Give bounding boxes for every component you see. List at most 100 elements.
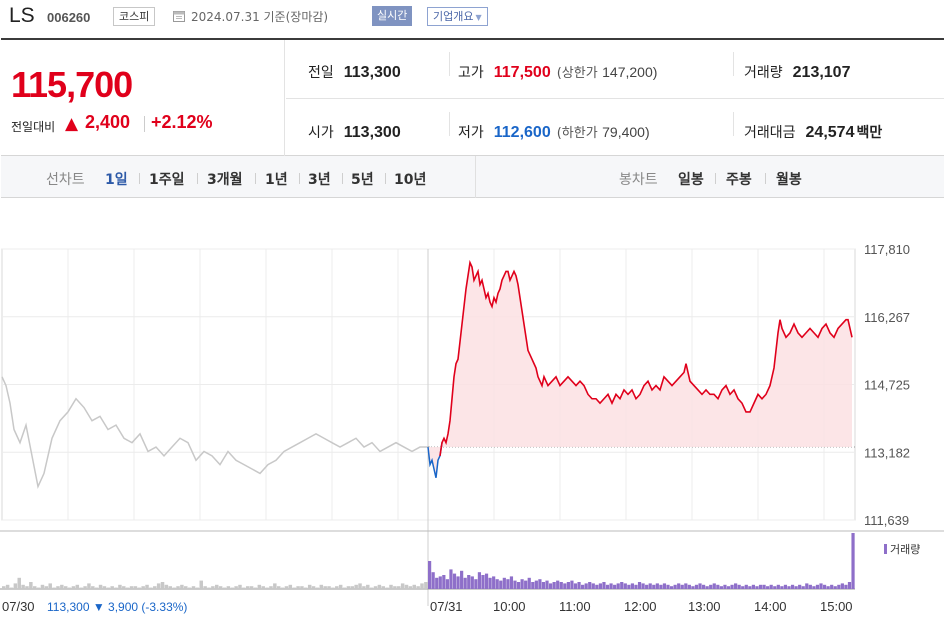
volume-bar-today xyxy=(847,582,852,589)
stock-name: LS xyxy=(9,4,35,27)
volume-bar-prev xyxy=(187,587,192,589)
upper-limit-value: 147,200) xyxy=(602,64,658,80)
volume-bar-today xyxy=(559,582,563,589)
volume-bar-today xyxy=(701,584,706,589)
volume-bar-today xyxy=(662,583,667,589)
volume-bar-today xyxy=(762,584,766,589)
volume-bar-today xyxy=(566,582,570,589)
low-label: 저가 xyxy=(458,125,484,141)
tab-10year[interactable]: 10년 xyxy=(394,172,427,188)
volume-bar-prev xyxy=(199,580,203,589)
volume-bar-prev xyxy=(354,584,358,589)
volume-bar-prev xyxy=(40,584,45,589)
line-chart-title: 선차트 xyxy=(46,172,85,188)
volume-bar-prev xyxy=(203,586,207,589)
high-value: 117,500 xyxy=(493,64,551,81)
volume-bar-prev xyxy=(222,587,227,589)
volume-bar-today xyxy=(755,586,759,589)
volume-bar-prev xyxy=(184,586,188,589)
volume-value: 213,107 xyxy=(792,64,851,81)
volume-bar-today xyxy=(538,579,542,589)
volume-bar-today xyxy=(502,577,506,589)
volume-bar-today xyxy=(687,584,691,589)
volume-bar-today xyxy=(712,583,716,589)
volume-bar-today xyxy=(808,584,812,589)
volume-bar-today xyxy=(520,579,524,589)
tabs-divider xyxy=(475,156,476,198)
volume-bar-today xyxy=(787,586,791,589)
x-tick-label: 10:00 xyxy=(493,599,526,614)
volume-bar-prev xyxy=(288,584,293,589)
tab-3month[interactable]: 3개월 xyxy=(207,172,243,188)
volume-bar-prev xyxy=(307,584,312,589)
tab-separator xyxy=(255,173,256,184)
volume-bar-today xyxy=(630,583,635,589)
volume-bar-prev xyxy=(67,587,72,589)
prev-close-cell: 전일 113,300 xyxy=(308,62,401,82)
tab-monthly-candle[interactable]: 월봉 xyxy=(776,172,802,188)
volume-bar-prev xyxy=(377,584,382,589)
tab-3year[interactable]: 3년 xyxy=(308,172,331,188)
tab-separator xyxy=(299,173,300,184)
prev-day-price-line xyxy=(1,376,430,490)
company-overview-button[interactable]: 기업개요 ▼ xyxy=(427,7,488,26)
y-tick-label: 114,725 xyxy=(864,378,910,393)
chart-period-tabs: 선차트 1일 1주일 3개월 1년 3년 5년 10년 봉차트 일봉 주봉 월봉 xyxy=(1,156,944,198)
volume-bar-today xyxy=(758,584,763,589)
volume-bar-prev xyxy=(180,584,184,589)
volume-bar-prev xyxy=(110,586,114,589)
volume-bar-prev xyxy=(145,584,149,589)
volume-bar-prev xyxy=(32,586,37,589)
volume-bar-prev xyxy=(2,586,6,589)
volume-bar-today xyxy=(634,584,638,589)
volume-bar-today xyxy=(445,579,449,589)
intraday-chart[interactable]: 117,810 116,267 114,725 113,182 111,639 07/31… xyxy=(0,198,944,643)
tab-daily-candle[interactable]: 일봉 xyxy=(678,172,704,188)
volume-bar-today xyxy=(548,583,553,589)
volume-bar-today xyxy=(812,586,816,589)
volume-bar-today xyxy=(570,580,574,589)
volume-bar-today xyxy=(837,584,841,589)
low-value: 112,600 xyxy=(493,124,551,141)
volume-bar-prev xyxy=(79,587,83,589)
volume-bar-today xyxy=(780,586,784,589)
tab-separator xyxy=(342,173,343,184)
volume-bar-today xyxy=(737,584,741,589)
volume-bar-today xyxy=(648,583,652,589)
tab-1day[interactable]: 1일 xyxy=(105,172,128,188)
volume-bar-today xyxy=(531,582,535,589)
volume-bar-prev xyxy=(56,586,60,589)
volume-bar-prev xyxy=(273,583,277,589)
volume-bar-today xyxy=(666,584,670,589)
change-label: 전일대비 xyxy=(11,120,56,134)
company-overview-label: 기업개요 xyxy=(433,10,474,23)
volume-bar-prev xyxy=(269,586,273,589)
volume-bar-today xyxy=(527,577,531,589)
volume-bar-today xyxy=(705,586,709,589)
volume-bar-prev xyxy=(118,584,122,589)
volume-bar-today xyxy=(452,573,457,589)
volume-bar-prev xyxy=(323,586,327,589)
volume-bar-today xyxy=(470,576,474,589)
volume-bar-today xyxy=(591,583,595,589)
tab-1year[interactable]: 1년 xyxy=(265,172,288,188)
volume-bar-today xyxy=(516,582,521,589)
realtime-button[interactable]: 실시간 xyxy=(372,6,413,26)
volume-bar-today xyxy=(573,583,578,589)
volume-bar-today xyxy=(438,576,442,589)
volume-bar-today xyxy=(844,584,848,589)
volume-legend-marker xyxy=(884,544,887,554)
tab-weekly-candle[interactable]: 주봉 xyxy=(726,172,752,188)
prev-close-label: 전일 xyxy=(308,65,334,81)
volume-bar-prev xyxy=(249,586,254,589)
volume-bar-prev xyxy=(91,586,95,589)
tab-1week[interactable]: 1주일 xyxy=(149,172,185,188)
tab-5year[interactable]: 5년 xyxy=(351,172,374,188)
volume-bar-today xyxy=(669,586,674,589)
volume-bar-today xyxy=(595,584,599,589)
x-tick-label: 12:00 xyxy=(624,599,657,614)
col-divider xyxy=(449,52,450,76)
volume-bar-prev xyxy=(315,587,320,589)
volume-bar-prev xyxy=(114,587,118,589)
volume-bar-today xyxy=(694,584,699,589)
